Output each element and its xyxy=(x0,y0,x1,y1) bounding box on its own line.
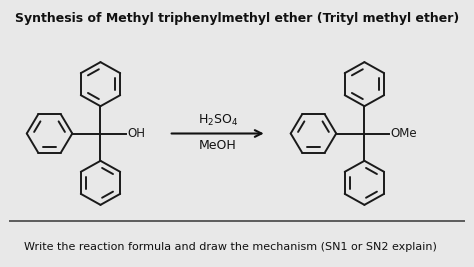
Text: $\mathregular{H_2SO_4}$: $\mathregular{H_2SO_4}$ xyxy=(198,113,238,128)
Text: OH: OH xyxy=(127,127,145,140)
Text: OMe: OMe xyxy=(391,127,418,140)
Text: Synthesis of Methyl triphenylmethyl ether (Trityl methyl ether): Synthesis of Methyl triphenylmethyl ethe… xyxy=(15,12,459,25)
Text: Write the reaction formula and draw the mechanism (SN1 or SN2 explain): Write the reaction formula and draw the … xyxy=(24,242,437,252)
Text: MeOH: MeOH xyxy=(199,139,237,152)
